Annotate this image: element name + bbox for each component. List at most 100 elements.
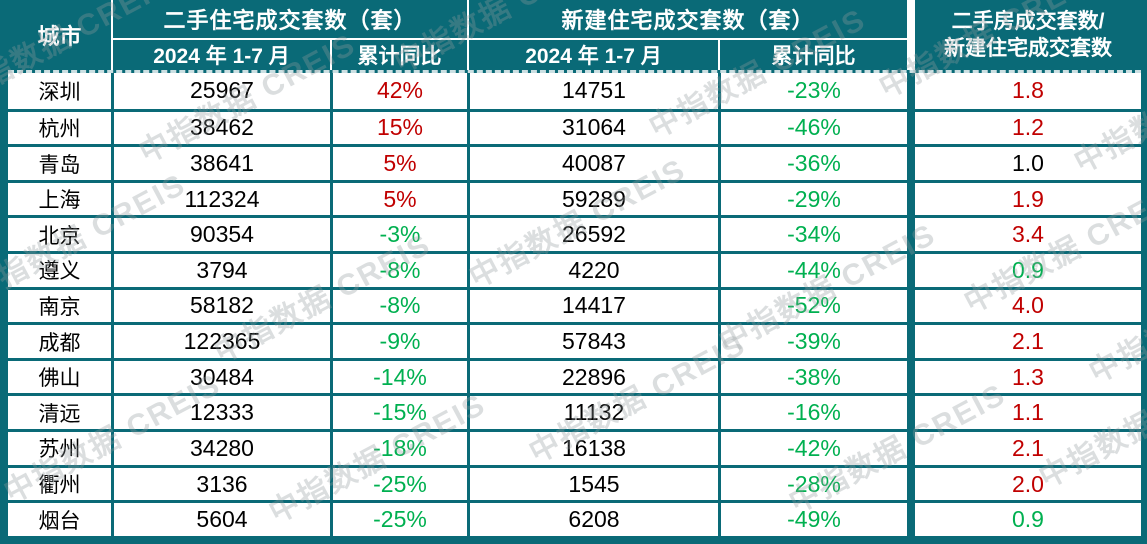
ratio-cell: 1.2 — [915, 108, 1141, 145]
city-cell: 南京 — [8, 286, 111, 323]
ratio-cell: 1.8 — [1012, 77, 1044, 104]
city-cell: 衢州 — [8, 464, 111, 501]
column-separator — [907, 322, 915, 358]
ratio-cell: 1.1 — [915, 393, 1141, 429]
table-row: 苏州 34280 -18% 16138 -42% 2.1 — [8, 429, 1141, 465]
city-cell: 成都 — [8, 322, 111, 358]
table-row: 佛山 30484 -14% 22896 -38% 1.3 — [8, 357, 1141, 394]
city-cell: 佛山 — [8, 357, 111, 394]
new-units-cell: 1545 — [467, 464, 718, 501]
secondhand-units-cell: 30484 — [111, 357, 330, 394]
secondhand-units-cell: 58182 — [111, 286, 330, 323]
secondhand-yoy-cell: -18% — [330, 429, 467, 465]
header-period-new: 2024 年 1-7 月 — [467, 38, 718, 70]
new-units-cell: 6208 — [467, 500, 718, 536]
city-cell: 烟台 — [8, 500, 111, 536]
new-units-cell: 11132 — [467, 393, 718, 430]
ratio-cell: 2.1 — [915, 429, 1141, 465]
column-separator — [907, 393, 915, 430]
new-yoy-cell: -36% — [718, 144, 907, 180]
table-row: 深圳 25967 42% 14751 -23% 1.8 — [8, 73, 1141, 109]
new-units-cell: 14417 — [467, 286, 718, 323]
header-group-secondhand: 二手住宅成交套数（套） — [111, 0, 467, 38]
ratio-cell: 1.9 — [915, 179, 1141, 216]
column-separator — [907, 179, 915, 216]
ratio-cell: 1.3 — [915, 357, 1141, 394]
new-units-cell: 16138 — [467, 429, 718, 465]
header-gap — [907, 0, 915, 70]
header-yoy-new: 累计同比 — [718, 38, 907, 70]
secondhand-yoy-cell: -25% — [330, 464, 467, 501]
table-body: 深圳 25967 42% 14751 -23% 1.8 杭州 38462 15%… — [8, 73, 1141, 536]
column-separator — [907, 429, 915, 465]
table-row: 衢州 3136 -25% 1545 -28% 2.0 — [8, 464, 1141, 501]
table-row: 清远 12333 -15% 11132 -16% 1.1 — [8, 393, 1141, 430]
table-row: 北京 90354 -3% 26592 -34% 3.4 — [8, 215, 1141, 252]
city-cell: 深圳 — [38, 80, 81, 104]
secondhand-yoy-cell: -15% — [330, 393, 467, 430]
city-cell: 清远 — [8, 393, 111, 429]
new-units-cell: 14751 — [467, 73, 718, 109]
secondhand-yoy-cell: 15% — [330, 108, 467, 145]
city-cell: 苏州 — [8, 429, 111, 465]
header-ratio: 二手房成交套数/ 新建住宅成交套数 — [915, 0, 1141, 70]
column-separator — [907, 144, 915, 180]
ratio-cell: 2.1 — [915, 322, 1141, 358]
column-separator — [907, 108, 915, 145]
secondhand-yoy-cell: -14% — [330, 357, 467, 394]
column-separator — [907, 286, 915, 323]
secondhand-units-cell: 112324 — [111, 179, 330, 216]
new-yoy-cell: -42% — [718, 429, 907, 465]
new-units-cell: 59289 — [467, 179, 718, 216]
new-yoy-cell: -23% — [718, 73, 907, 109]
header-city: 城市 — [37, 24, 82, 49]
new-units-cell: 57843 — [467, 322, 718, 358]
secondhand-units-cell: 25967 — [111, 73, 330, 109]
new-yoy-cell: -46% — [718, 108, 907, 145]
new-yoy-cell: -28% — [718, 464, 907, 501]
secondhand-yoy-cell: -8% — [330, 251, 467, 287]
city-cell: 北京 — [8, 215, 111, 251]
secondhand-yoy-cell: -3% — [330, 215, 467, 252]
table-header: 城市 二手住宅成交套数（套） 新建住宅成交套数（套） 2024 年 1-7 月 … — [8, 0, 1141, 73]
header-ratio-line1: 二手房成交套数/ — [951, 10, 1105, 33]
new-yoy-cell: -16% — [718, 393, 907, 430]
city-cell: 杭州 — [8, 108, 111, 145]
secondhand-units-cell: 12333 — [111, 393, 330, 430]
secondhand-yoy-cell: -9% — [330, 322, 467, 358]
column-separator — [907, 464, 915, 501]
ratio-cell: 4.0 — [915, 286, 1141, 323]
new-yoy-cell: -29% — [718, 179, 907, 216]
new-yoy-cell: -39% — [718, 322, 907, 358]
column-separator — [907, 251, 915, 287]
column-separator — [907, 500, 915, 536]
table-row: 上海 112324 5% 59289 -29% 1.9 — [8, 179, 1141, 216]
secondhand-units-cell: 34280 — [111, 429, 330, 465]
secondhand-units-cell: 38641 — [111, 144, 330, 180]
secondhand-units-cell: 3136 — [111, 464, 330, 501]
new-units-cell: 40087 — [467, 144, 718, 180]
secondhand-yoy-cell: 42% — [330, 73, 467, 109]
new-units-cell: 26592 — [467, 215, 718, 252]
table-row: 烟台 5604 -25% 6208 -49% 0.9 — [8, 500, 1141, 536]
table-row: 成都 122365 -9% 57843 -39% 2.1 — [8, 322, 1141, 358]
header-period-secondhand: 2024 年 1-7 月 — [111, 38, 330, 70]
secondhand-units-cell: 122365 — [111, 322, 330, 358]
secondhand-units-cell: 5604 — [111, 500, 330, 536]
secondhand-units-cell: 3794 — [111, 251, 330, 287]
new-yoy-cell: -52% — [718, 286, 907, 323]
city-cell: 青岛 — [8, 144, 111, 180]
header-yoy-secondhand: 累计同比 — [330, 38, 467, 70]
secondhand-yoy-cell: -8% — [330, 286, 467, 323]
ratio-cell: 3.4 — [915, 215, 1141, 251]
secondhand-yoy-cell: 5% — [330, 179, 467, 216]
table-row: 遵义 3794 -8% 4220 -44% 0.9 — [8, 251, 1141, 287]
ratio-cell: 0.9 — [915, 500, 1141, 536]
table-row: 杭州 38462 15% 31064 -46% 1.2 — [8, 108, 1141, 145]
new-yoy-cell: -49% — [718, 500, 907, 536]
ratio-cell: 2.0 — [915, 464, 1141, 501]
secondhand-yoy-cell: 5% — [330, 144, 467, 180]
column-separator — [907, 73, 915, 109]
new-yoy-cell: -44% — [718, 251, 907, 287]
